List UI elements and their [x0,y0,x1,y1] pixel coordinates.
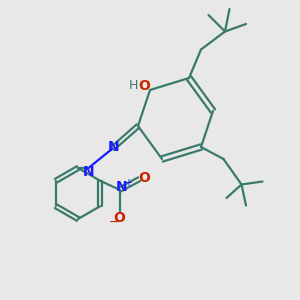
Text: O: O [139,171,150,185]
Text: +: + [124,178,132,188]
Text: N: N [108,140,120,154]
Text: N: N [116,180,128,194]
Text: −: − [108,216,119,229]
Text: O: O [139,79,151,92]
Text: N: N [83,165,94,178]
Text: O: O [114,211,125,225]
Text: H: H [129,79,138,92]
